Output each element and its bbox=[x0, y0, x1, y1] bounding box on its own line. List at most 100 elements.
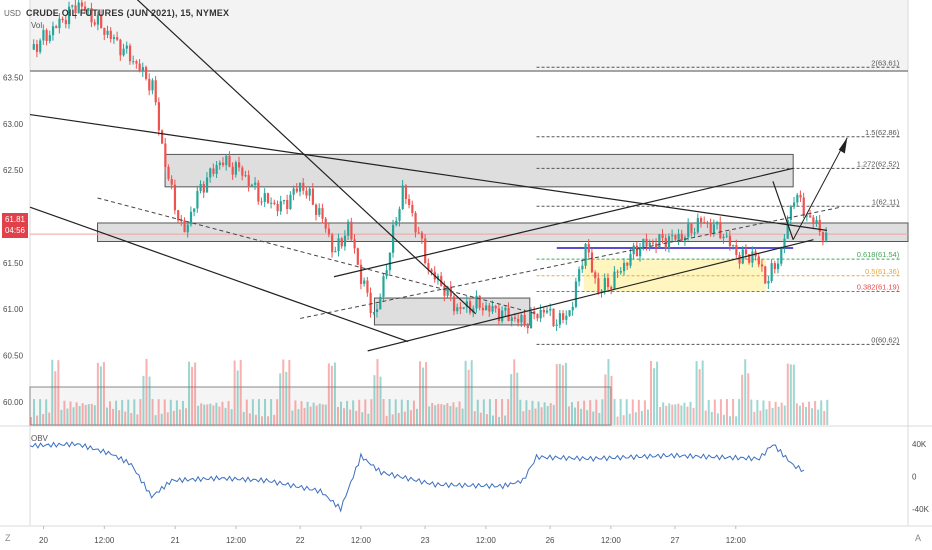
obv-label[interactable]: OBV bbox=[31, 434, 48, 443]
volume-bar bbox=[698, 369, 701, 425]
volume-bar bbox=[455, 407, 458, 425]
x-tick-label-8: 26 bbox=[546, 536, 555, 545]
volume-bar bbox=[637, 399, 640, 425]
volume-bar bbox=[75, 402, 78, 425]
candle-body bbox=[164, 143, 167, 168]
candle-body bbox=[478, 295, 481, 308]
candle-body bbox=[408, 199, 411, 205]
candle-body bbox=[549, 308, 552, 311]
volume-bar bbox=[230, 409, 233, 425]
candle-body bbox=[825, 232, 828, 241]
volume-bar bbox=[260, 416, 263, 425]
candle-body bbox=[485, 305, 488, 311]
volume-label[interactable]: Vol bbox=[31, 21, 43, 30]
volume-bar bbox=[753, 411, 756, 425]
candle-body bbox=[39, 40, 42, 52]
volume-bar bbox=[811, 408, 814, 425]
zoom-icon[interactable]: Z bbox=[5, 533, 11, 543]
candle-body bbox=[35, 44, 39, 52]
volume-bar bbox=[191, 366, 194, 425]
volume-bar bbox=[473, 411, 476, 425]
volume-bar bbox=[233, 360, 236, 425]
candle-body bbox=[282, 199, 286, 202]
volume-bar bbox=[814, 400, 817, 425]
candle-body bbox=[565, 315, 568, 320]
candle-body bbox=[61, 18, 64, 21]
x-tick-label-6: 23 bbox=[421, 536, 430, 545]
candle-body bbox=[186, 224, 189, 233]
candle-body bbox=[311, 188, 315, 205]
volume-bar bbox=[783, 405, 786, 425]
obv-line bbox=[29, 441, 805, 513]
volume-bar bbox=[522, 411, 525, 425]
dashed-channel-lower bbox=[97, 197, 537, 315]
volume-bar bbox=[583, 400, 586, 425]
volume-bar bbox=[771, 407, 774, 425]
candle-body bbox=[725, 235, 728, 237]
descending-trendline-upper bbox=[29, 113, 828, 231]
volume-bar bbox=[741, 374, 744, 425]
candle-body bbox=[209, 168, 212, 178]
candle-body bbox=[436, 275, 440, 280]
volume-bar bbox=[81, 403, 84, 425]
supply-demand-zone-0 bbox=[164, 153, 794, 188]
volume-bar bbox=[242, 411, 245, 425]
volume-bar bbox=[625, 399, 628, 425]
volume-bar bbox=[762, 400, 765, 425]
candle-body bbox=[658, 234, 661, 248]
volume-bar bbox=[613, 399, 616, 425]
volume-bar bbox=[422, 367, 425, 425]
candle-body bbox=[106, 30, 109, 35]
candle-body bbox=[526, 325, 529, 329]
volume-bar bbox=[656, 361, 659, 425]
fib-level-label-0: 0(60.62) bbox=[871, 335, 899, 344]
candle-body bbox=[693, 232, 696, 234]
volume-bar bbox=[136, 414, 139, 425]
auto-scale-icon[interactable]: A bbox=[915, 533, 922, 543]
y-tick-label-6: 60.50 bbox=[3, 352, 24, 361]
volume-bar bbox=[607, 359, 610, 425]
candle-body bbox=[385, 270, 388, 277]
volume-bar bbox=[78, 406, 81, 425]
volume-bar bbox=[777, 406, 780, 425]
volume-bar bbox=[704, 410, 707, 425]
volume-bar bbox=[54, 371, 57, 425]
volume-bar bbox=[90, 403, 93, 425]
candle-body bbox=[103, 27, 106, 35]
volume-bar bbox=[498, 416, 501, 425]
volume-bar bbox=[327, 363, 330, 425]
x-tick-label-0: 20 bbox=[39, 536, 48, 545]
volume-bar bbox=[139, 399, 142, 425]
candle-body bbox=[597, 278, 600, 293]
x-tick-label-10: 27 bbox=[671, 536, 680, 545]
volume-bar bbox=[750, 399, 753, 425]
candle-body bbox=[74, 5, 77, 14]
candle-body bbox=[411, 204, 414, 214]
ascending-channel-top bbox=[333, 167, 794, 278]
volume-zone bbox=[29, 386, 612, 426]
volume-bar bbox=[665, 405, 668, 425]
candle-body bbox=[315, 204, 318, 215]
volume-bar bbox=[768, 401, 771, 425]
volume-bar bbox=[437, 403, 440, 425]
candle-body bbox=[32, 44, 35, 50]
candle-body bbox=[558, 313, 562, 325]
volume-bar bbox=[732, 399, 735, 425]
volume-bar bbox=[406, 400, 409, 425]
volume-bar bbox=[598, 412, 601, 425]
volume-bar bbox=[531, 400, 534, 425]
volume-bar bbox=[185, 408, 188, 425]
volume-bar bbox=[601, 399, 604, 425]
volume-bar bbox=[653, 368, 656, 425]
volume-bar bbox=[470, 360, 473, 425]
candle-body bbox=[536, 314, 539, 319]
volume-bar bbox=[425, 362, 428, 425]
symbol-title[interactable]: CRUDE OIL FUTURES (JUN 2021), 15, NYMEX bbox=[26, 8, 230, 18]
volume-bar bbox=[419, 361, 422, 425]
candle-body bbox=[815, 220, 818, 224]
candle-body bbox=[619, 271, 622, 273]
candle-body bbox=[417, 232, 420, 234]
x-tick-label-11: 12:00 bbox=[726, 536, 747, 545]
volume-bar bbox=[735, 416, 738, 425]
